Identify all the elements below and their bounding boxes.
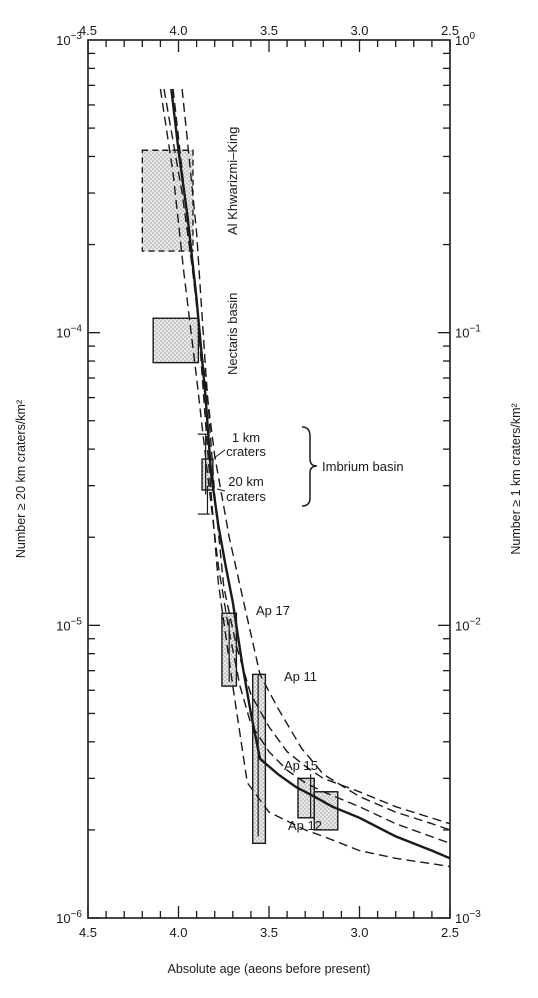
annot-ap11: Ap 11 xyxy=(284,669,317,684)
leader-1km xyxy=(213,449,226,459)
annot-20km-line1: 20 km xyxy=(228,474,263,489)
x-tick-label-bottom: 4.0 xyxy=(169,925,187,940)
y-axis-label-right: Number ≥ 1 km craters/km² xyxy=(509,403,523,554)
annot-1km-line2: craters xyxy=(226,444,266,459)
uncertainty-box xyxy=(313,791,339,831)
y-tick-label-right: 100 xyxy=(455,31,475,48)
x-tick-label-top: 3.0 xyxy=(350,23,368,38)
x-axis-label: Absolute age (aeons before present) xyxy=(168,962,371,976)
x-tick-label-bottom: 4.5 xyxy=(79,925,97,940)
x-tick-label-bottom: 3.0 xyxy=(350,925,368,940)
error-envelope-curve xyxy=(172,88,451,831)
y-tick-label-left: 10−5 xyxy=(56,616,82,633)
annot-1km-line1: 1 km xyxy=(232,430,260,445)
uncertainty-box xyxy=(141,149,194,252)
annot-ap15: Ap 15 xyxy=(284,758,318,773)
annot-imbrium-basin: Imbrium basin xyxy=(322,459,404,474)
x-tick-label-bottom: 2.5 xyxy=(441,925,459,940)
imbrium-brace xyxy=(301,426,318,507)
x-tick-label-bottom: 3.5 xyxy=(260,925,278,940)
x-tick-label-top: 4.5 xyxy=(79,23,97,38)
y-tick-label-left: 10−6 xyxy=(56,909,82,926)
y-tick-label-right: 10−3 xyxy=(455,909,481,926)
leader-20km xyxy=(216,488,226,492)
x-tick-label-top: 3.5 xyxy=(260,23,278,38)
uncertainty-box xyxy=(297,777,315,819)
annot-ap12: Ap 12 xyxy=(288,818,322,833)
y-axis-label-left: Number ≥ 20 km craters/km² xyxy=(14,400,28,558)
annot-20km-line2: craters xyxy=(226,489,266,504)
annot-al-khwarizmi: Al Khwarizmi–King xyxy=(225,127,240,235)
y-tick-label-right: 10−2 xyxy=(455,616,481,633)
error-envelope-curve xyxy=(181,88,451,825)
error-envelope-curve xyxy=(159,88,451,844)
y-tick-label-left: 10−3 xyxy=(56,31,82,48)
y-tick-label-right: 10−1 xyxy=(455,324,481,341)
y-tick-label-left: 10−4 xyxy=(56,324,82,341)
x-tick-label-top: 2.5 xyxy=(441,23,459,38)
x-tick-label-top: 4.0 xyxy=(169,23,187,38)
error-envelope-curve xyxy=(163,88,451,868)
annot-ap17: Ap 17 xyxy=(256,603,290,618)
annot-nectaris: Nectaris basin xyxy=(225,293,240,375)
